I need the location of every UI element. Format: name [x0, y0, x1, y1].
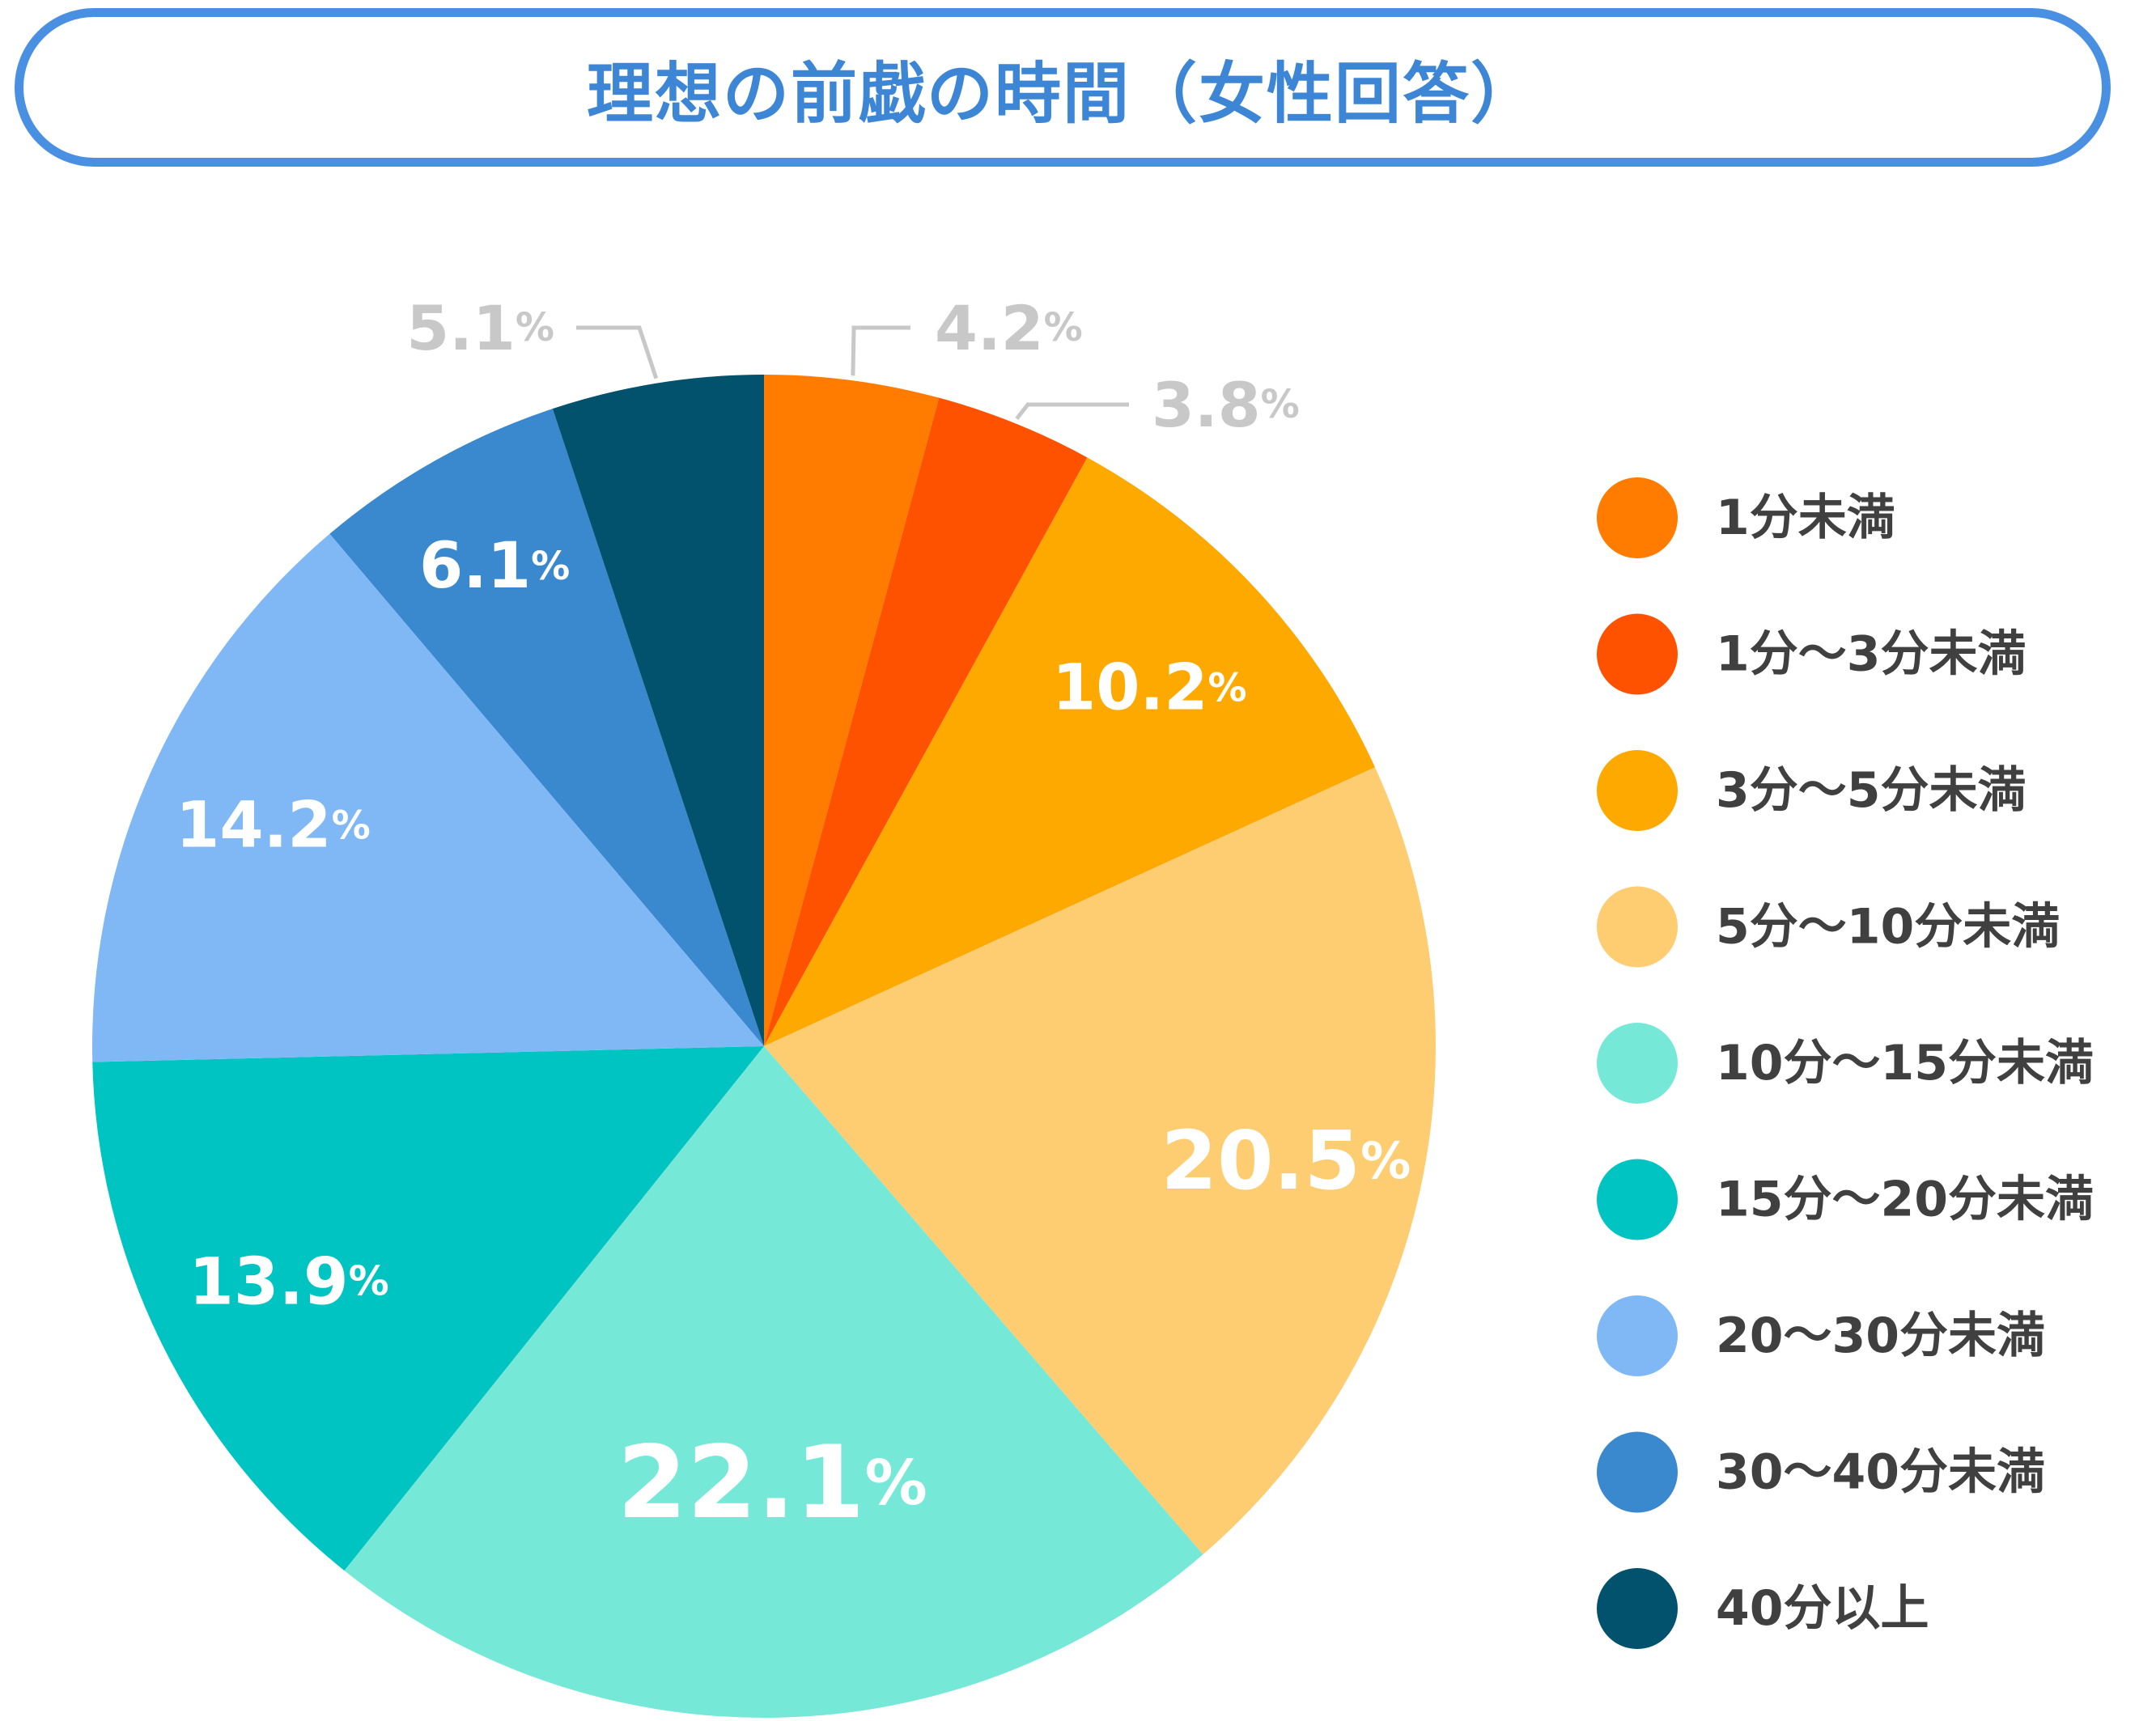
legend: 1分未満 1分〜3分未満 3分〜5分未満 5分〜10分未満 10分〜15分未満 15分〜2…: [1597, 477, 2094, 1649]
data-label: 22.1%: [618, 1425, 927, 1541]
legend-label: 30〜40分未満: [1716, 1444, 2045, 1501]
legend-label: 1分未満: [1716, 490, 1895, 546]
pie-slice: [329, 409, 764, 1046]
callout-line: [851, 325, 910, 376]
legend-swatch: [1597, 1295, 1678, 1376]
data-label: 5.1%: [406, 292, 554, 364]
legend-label: 40分以上: [1716, 1580, 1929, 1637]
data-label: 14.2%: [176, 790, 371, 863]
legend-label: 1分〜3分未満: [1716, 626, 2027, 683]
data-label: 10.2%: [1052, 652, 1247, 725]
pie-slice: [92, 533, 764, 1062]
legend-swatch: [1597, 1431, 1678, 1513]
pie-slice: [344, 1046, 1203, 1718]
legend-label: 3分〜5分未満: [1716, 762, 2027, 819]
pie-slices: [92, 375, 1436, 1718]
legend-swatch: [1597, 1568, 1678, 1649]
legend-swatch: [1597, 750, 1678, 831]
data-label: 4.2%: [935, 292, 1083, 364]
pie-slice: [552, 375, 764, 1046]
legend-label: 5分〜10分未満: [1716, 899, 2060, 956]
legend-swatch: [1597, 613, 1678, 695]
chart-title-box: 理想の前戯の時間（女性回答）: [15, 8, 2111, 167]
legend-swatch: [1597, 477, 1678, 558]
data-label: 6.1%: [419, 530, 570, 603]
data-label: 3.8%: [1152, 369, 1300, 441]
pie-slice: [764, 457, 1375, 1046]
pie-slice: [764, 397, 1088, 1046]
chart-title: 理想の前戯の時間（女性回答）: [586, 55, 1538, 133]
legend-label: 15分〜20分未満: [1716, 1172, 2094, 1228]
legend-swatch: [1597, 886, 1678, 968]
legend-label: 20〜30分未満: [1716, 1308, 2045, 1364]
legend-swatch: [1597, 1159, 1678, 1240]
pie-callouts: [576, 325, 1129, 421]
callout-line: [576, 325, 659, 379]
pie-labels: 4.2% 3.8% 10.2% 20.5% 22.1% 13.9% 14.2% 6.1% 5.1…: [176, 292, 1411, 1541]
legend-label: 10分〜15分未満: [1716, 1035, 2094, 1092]
pie-slice: [764, 375, 940, 1046]
data-label: 20.5%: [1161, 1113, 1411, 1207]
legend-swatch: [1597, 1023, 1678, 1104]
callout-line: [1015, 402, 1129, 421]
data-label: 13.9%: [189, 1244, 389, 1319]
pie-slice: [92, 1046, 765, 1571]
pie-slice: [764, 767, 1436, 1555]
